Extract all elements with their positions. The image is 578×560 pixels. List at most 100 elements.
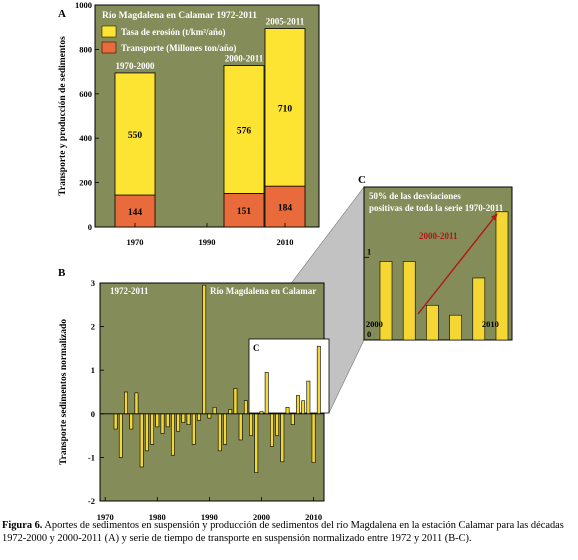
panel-c-title: 50% de las desviaciones positivas de tod… bbox=[369, 191, 504, 213]
y-tick-label: 0 bbox=[91, 409, 95, 419]
x-tick-label: 2010 bbox=[305, 512, 322, 522]
y-tick-label: -2 bbox=[88, 496, 95, 506]
bar-normalized bbox=[134, 392, 139, 415]
bar-zoom bbox=[472, 277, 486, 341]
legend-swatch-transporte bbox=[101, 41, 117, 54]
bar-normalized bbox=[202, 284, 207, 415]
bar-normalized bbox=[238, 413, 243, 441]
y-tick-label: 600 bbox=[79, 89, 92, 99]
panel-a-y-ticks: 0 200 400 600 800 1000 bbox=[75, 0, 99, 232]
panel-b-inset-letter: C bbox=[253, 343, 260, 353]
bar-normalized bbox=[233, 388, 238, 415]
bar-period-label: 1970-2000 bbox=[116, 61, 155, 71]
panel-b-inset-box bbox=[248, 338, 330, 414]
panel-b-ylabel: Transporte sedimentos normalizado bbox=[59, 319, 69, 465]
bar-normalized bbox=[124, 391, 128, 415]
bar-normalized bbox=[306, 380, 311, 415]
panel-c: C 50% de las desviaciones positivas de t… bbox=[358, 174, 513, 341]
bar-erosion bbox=[264, 28, 306, 187]
bar-normalized bbox=[207, 413, 212, 419]
bar-normalized bbox=[118, 413, 123, 458]
x-tick-label: 2010 bbox=[482, 319, 499, 329]
bar-normalized bbox=[155, 413, 160, 428]
y-tick-label: 400 bbox=[79, 133, 92, 143]
bar-erosion bbox=[114, 72, 156, 196]
legend-label-transporte: Transporte (Millones ton/año) bbox=[121, 43, 236, 53]
bar-normalized bbox=[285, 406, 290, 415]
bar-normalized bbox=[191, 413, 196, 445]
caption-text: Aportes de sedimentos en suspensión y pr… bbox=[2, 520, 564, 544]
bar-normalized bbox=[249, 413, 253, 436]
panel-b-period-label: 1972-2011 bbox=[110, 286, 149, 296]
bar-normalized bbox=[311, 413, 316, 463]
bar-normalized bbox=[171, 413, 175, 456]
bar-normalized bbox=[150, 413, 155, 445]
bar-normalized bbox=[296, 395, 300, 415]
panel-b-x-ticks: 1970 1980 1990 2000 2010 bbox=[97, 497, 322, 522]
x-tick-label: 1970 bbox=[127, 237, 144, 247]
panel-c-letter: C bbox=[358, 174, 366, 186]
bar-zoom bbox=[449, 314, 462, 341]
bar-normalized bbox=[186, 413, 191, 425]
bar-normalized bbox=[264, 372, 269, 415]
bar-normalized bbox=[212, 406, 217, 415]
bar-normalized bbox=[165, 413, 170, 428]
panel-a-ylabel: Transporte y producción de sedimentos bbox=[58, 36, 68, 196]
legend-swatch-erosion bbox=[101, 25, 117, 38]
bar-zoom bbox=[426, 304, 439, 341]
bar-normalized bbox=[113, 413, 118, 430]
y-tick-label: 0 bbox=[367, 329, 371, 339]
x-tick-label: 2000 bbox=[366, 319, 383, 329]
y-tick-label: 3 bbox=[91, 278, 95, 288]
bar-normalized bbox=[290, 413, 295, 425]
panel-c-trend-arrow bbox=[417, 213, 498, 315]
x-tick-label: 1990 bbox=[201, 512, 218, 522]
bar-transporte-label: 144 bbox=[128, 208, 143, 218]
y-tick-label: 800 bbox=[79, 44, 92, 54]
x-tick-label: 1990 bbox=[199, 237, 216, 247]
panel-c-title-line-2: positivas de toda la serie 1970-2011 bbox=[369, 203, 504, 213]
bar-normalized bbox=[280, 413, 285, 463]
bar-normalized bbox=[275, 413, 280, 436]
bar-transporte-label: 151 bbox=[237, 207, 252, 217]
y-tick-label: 1 bbox=[91, 365, 95, 375]
panel-b-station-label: Río Magdalena en Calamar bbox=[210, 286, 316, 296]
y-tick-label: 0 bbox=[88, 222, 92, 232]
bar-normalized bbox=[243, 400, 248, 415]
figure-caption: Figura 6. Aportes de sedimentos en suspe… bbox=[2, 519, 576, 545]
panel-a-title: Río Magdalena en Calamar 1972-2011 bbox=[102, 11, 257, 21]
panel-a-x-ticks: 1970 1990 2010 bbox=[127, 223, 294, 247]
bar-normalized bbox=[144, 413, 149, 452]
panel-c-bars bbox=[379, 211, 509, 341]
panel-a-legend: Tasa de erosión (t/km²/año) Transporte (… bbox=[101, 25, 236, 54]
bar-zoom bbox=[402, 261, 416, 341]
bar-normalized bbox=[316, 345, 321, 415]
bar-normalized bbox=[223, 413, 227, 445]
panel-b: B C 1972-2011 Río Magdalena en Calamar -… bbox=[58, 267, 330, 522]
y-tick-label: 1 bbox=[367, 246, 371, 256]
bar-normalized bbox=[197, 413, 201, 421]
y-tick-label: 200 bbox=[79, 178, 92, 188]
bar-erosion-label: 576 bbox=[237, 127, 252, 137]
bar-normalized bbox=[269, 413, 274, 447]
bar-erosion-label: 710 bbox=[278, 104, 293, 114]
bar-transporte-label: 184 bbox=[278, 204, 293, 214]
bar-erosion bbox=[223, 65, 265, 194]
panel-a-letter: A bbox=[58, 8, 66, 20]
bar-normalized bbox=[160, 413, 165, 434]
bar-transporte bbox=[223, 193, 265, 228]
x-tick-label: 1980 bbox=[149, 512, 166, 522]
bar-normalized bbox=[129, 413, 134, 430]
bar-period-label: 2000-2011 bbox=[225, 54, 264, 64]
panel-a-bars: 144 550 1970-2000 151 576 2000-2011 184 710 2005… bbox=[114, 17, 306, 228]
bar-zoom bbox=[379, 261, 393, 341]
legend-label-erosion: Tasa de erosión (t/km²/año) bbox=[121, 27, 225, 37]
panel-a: A Río Magdalena en Calamar 1972-2011 Tas… bbox=[58, 0, 320, 247]
bar-normalized bbox=[139, 413, 144, 468]
panel-b-y-ticks: -2 -1 0 1 2 3 bbox=[88, 278, 104, 506]
bar-transporte bbox=[114, 194, 156, 228]
y-tick-label: -1 bbox=[88, 452, 95, 462]
y-tick-label: 1000 bbox=[75, 0, 92, 10]
bar-normalized bbox=[254, 413, 259, 473]
